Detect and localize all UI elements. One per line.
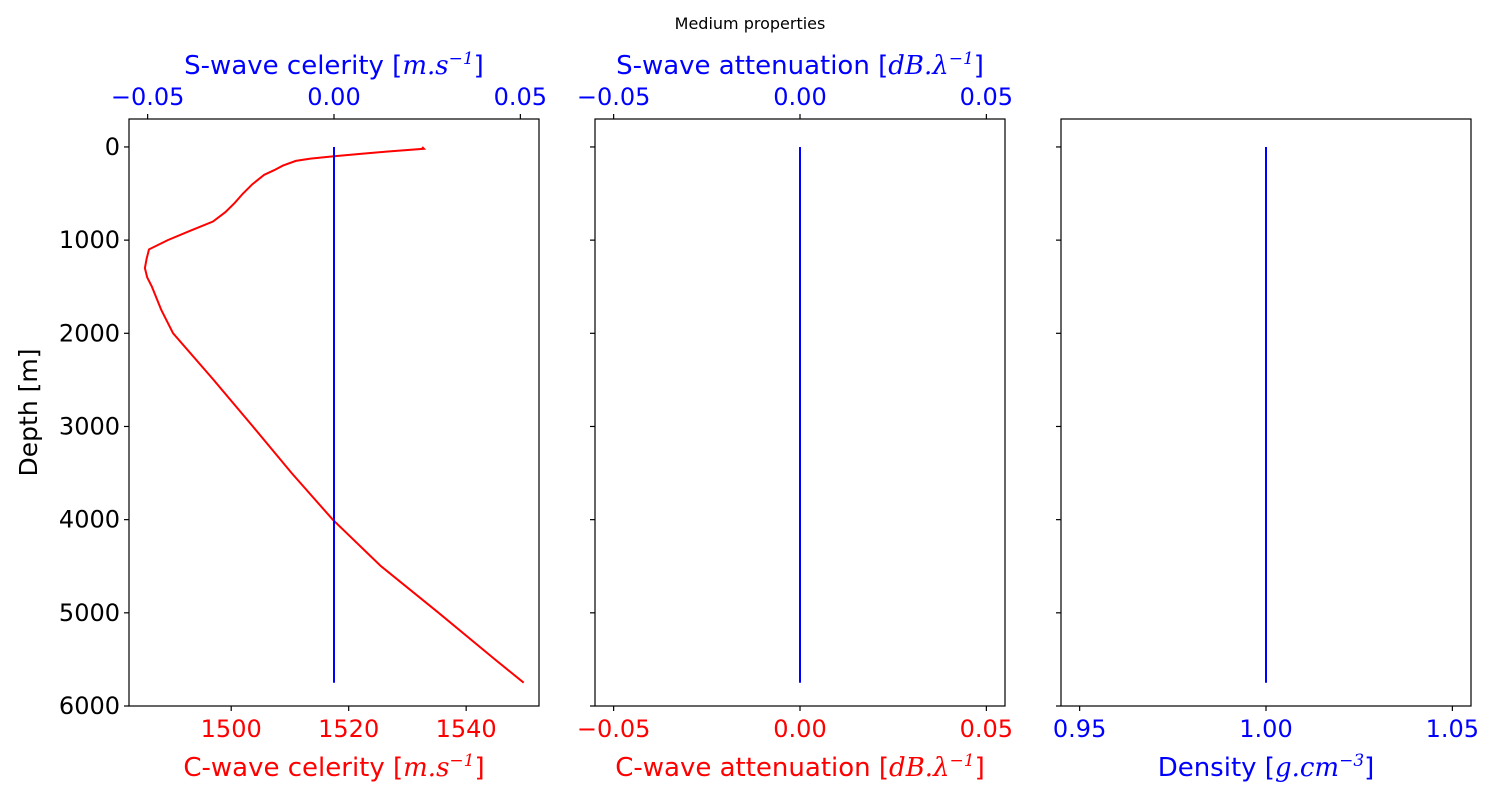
top-tick-label: −0.05 — [577, 83, 651, 111]
figure-title: Medium properties — [674, 14, 826, 33]
bottom-tick-label: 1.00 — [1239, 715, 1292, 743]
y-tick-label: 2000 — [59, 319, 120, 347]
bottom-tick-label: −0.05 — [577, 715, 651, 743]
y-tick-label: 0 — [105, 133, 120, 161]
y-tick-label: 3000 — [59, 412, 120, 440]
bottom-axis-label: C-wave celerity [m.s−1] — [183, 751, 484, 783]
top-tick-label: 0.05 — [494, 83, 547, 111]
bottom-axis-label: C-wave attenuation [dB.λ−1] — [615, 751, 985, 783]
top-tick-label: 0.00 — [307, 83, 360, 111]
y-tick-label: 1000 — [59, 226, 120, 254]
top-axis-label: S-wave celerity [m.s−1] — [184, 49, 484, 81]
bottom-tick-label: 1520 — [318, 715, 379, 743]
bottom-tick-label: 0.05 — [960, 715, 1013, 743]
density-panel: 0.95 1.00 1.05 Density [g.cm−3] — [1053, 118, 1479, 783]
top-tick-label: 0.00 — [773, 83, 826, 111]
y-tick-label: 6000 — [59, 692, 120, 720]
bottom-tick-label: 1540 — [436, 715, 497, 743]
bottom-tick-label: 0.00 — [773, 715, 826, 743]
top-tick-label: −0.05 — [111, 83, 185, 111]
bottom-axis-label: Density [g.cm−3] — [1158, 751, 1375, 783]
y-axis-label: Depth [m] — [14, 349, 43, 477]
bottom-tick-label: 1.05 — [1426, 715, 1479, 743]
y-tick-label: 5000 — [59, 599, 120, 627]
celerity-series-bottom-line — [143, 146, 525, 684]
bottom-tick-label: 1500 — [201, 715, 262, 743]
celerity-panel: 0 1000 2000 3000 4000 5000 6000 Depth [m] 1500 15… — [14, 49, 547, 783]
bottom-tick-label: 0.95 — [1053, 715, 1106, 743]
y-tick-label: 4000 — [59, 506, 120, 534]
attenuation-panel: −0.05 0.00 0.05 C-wave attenuation [dB.λ−1]… — [577, 49, 1013, 783]
top-tick-label: 0.05 — [960, 83, 1013, 111]
top-axis-label: S-wave attenuation [dB.λ−1] — [616, 49, 984, 81]
